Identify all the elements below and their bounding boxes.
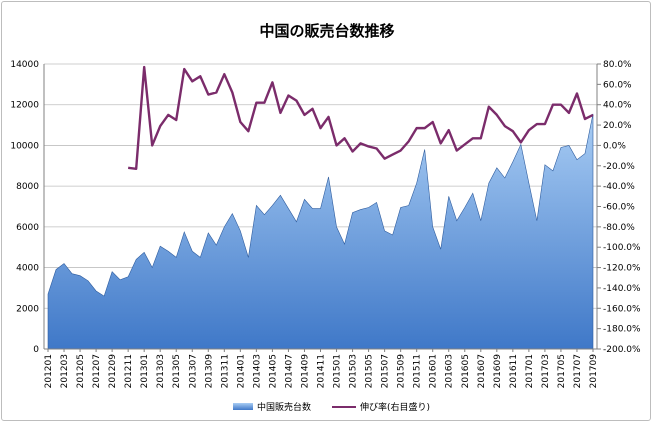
right-tick-label: -160.0%: [603, 304, 641, 314]
right-tick-label: 20.0%: [603, 121, 632, 131]
x-tick-label: 201501: [333, 354, 343, 388]
x-tick-label: 201707: [573, 354, 583, 388]
left-tick-label: 8000: [16, 182, 39, 192]
area-series-fill: [47, 113, 594, 350]
x-tick-label: 201603: [445, 354, 455, 388]
x-tick-label: 201309: [204, 354, 214, 389]
right-tick-label: -60.0%: [603, 203, 635, 213]
right-tick-label: 80.0%: [603, 60, 632, 70]
right-tick-label: -140.0%: [603, 284, 641, 294]
left-tick-label: 10000: [10, 141, 39, 151]
x-tick-label: 201305: [172, 354, 182, 388]
x-tick-label: 201409: [300, 354, 310, 389]
right-tick-label: -120.0%: [603, 264, 641, 274]
x-tick-label: 201607: [477, 354, 487, 388]
legend: 中国販売台数 伸び率(右目盛り): [233, 401, 430, 413]
right-tick-label: -80.0%: [603, 223, 635, 233]
x-tick-label: 201703: [541, 354, 551, 388]
x-tick-label: 201609: [493, 354, 503, 389]
x-tick-label: 201605: [461, 354, 471, 388]
left-tick-label: 14000: [10, 60, 39, 70]
right-tick-label: 60.0%: [603, 80, 632, 90]
right-tick-label: 0.0%: [603, 141, 626, 151]
x-tick-label: 201401: [236, 354, 246, 388]
x-tick-label: 201407: [284, 354, 294, 388]
x-tick-label: 201307: [188, 354, 198, 388]
left-tick-label: 2000: [16, 304, 39, 314]
x-tick-label: 201509: [397, 354, 407, 389]
x-tick-label: 201303: [156, 354, 166, 388]
x-tick-label: 201201: [44, 354, 54, 388]
x-tick-label: 201709: [589, 354, 599, 389]
x-tick-label: 201311: [220, 354, 230, 388]
right-tick-label: -180.0%: [603, 325, 641, 335]
x-tick-label: 201405: [268, 354, 278, 388]
x-tick-label: 201301: [140, 354, 150, 388]
left-tick-label: 6000: [16, 223, 39, 233]
legend-area-label: 中国販売台数: [257, 401, 311, 413]
x-tick-label: 201503: [349, 354, 359, 388]
chart-title: 中国の販売台数推移: [259, 22, 394, 40]
x-tick-label: 201403: [252, 354, 262, 388]
growth-rate-line: [128, 65, 594, 171]
x-tick-label: 201505: [365, 354, 375, 388]
x-tick-label: 201705: [557, 354, 567, 388]
left-tick-label: 12000: [10, 101, 39, 111]
left-tick-label: 4000: [16, 264, 39, 274]
legend-line-label: 伸び率(右目盛り): [360, 401, 430, 413]
right-tick-label: -100.0%: [603, 243, 641, 253]
right-axis-ticks: -200.0% -180.0% -160.0% -140.0% -120.0% -100.…: [597, 60, 641, 355]
x-tick-label: 201701: [525, 354, 535, 388]
right-tick-label: 40.0%: [603, 101, 632, 111]
right-tick-label: -20.0%: [603, 162, 635, 172]
x-tick-label: 201411: [317, 354, 327, 388]
right-tick-label: -200.0%: [603, 345, 641, 355]
left-axis-ticks: 0 2000 4000 6000 8000 10000 12000 14000: [10, 60, 39, 355]
x-tick-label: 201205: [76, 354, 86, 388]
area-series: [47, 113, 594, 350]
left-tick-label: 0: [33, 345, 39, 355]
right-tick-label: -40.0%: [603, 182, 635, 192]
x-tick-label: 201601: [429, 354, 439, 388]
x-tick-label: 201203: [60, 354, 70, 388]
x-tick-label: 201207: [92, 354, 102, 388]
x-axis-ticks: 201201 201203 201205 201207 201209 201211 2013…: [44, 349, 599, 388]
line-series: [128, 65, 594, 171]
x-tick-label: 201511: [413, 354, 423, 388]
x-tick-label: 201211: [124, 354, 134, 388]
x-tick-label: 201507: [381, 354, 391, 388]
x-tick-label: 201209: [108, 354, 118, 389]
legend-area-swatch: [233, 403, 253, 410]
x-tick-label: 201611: [509, 354, 519, 388]
